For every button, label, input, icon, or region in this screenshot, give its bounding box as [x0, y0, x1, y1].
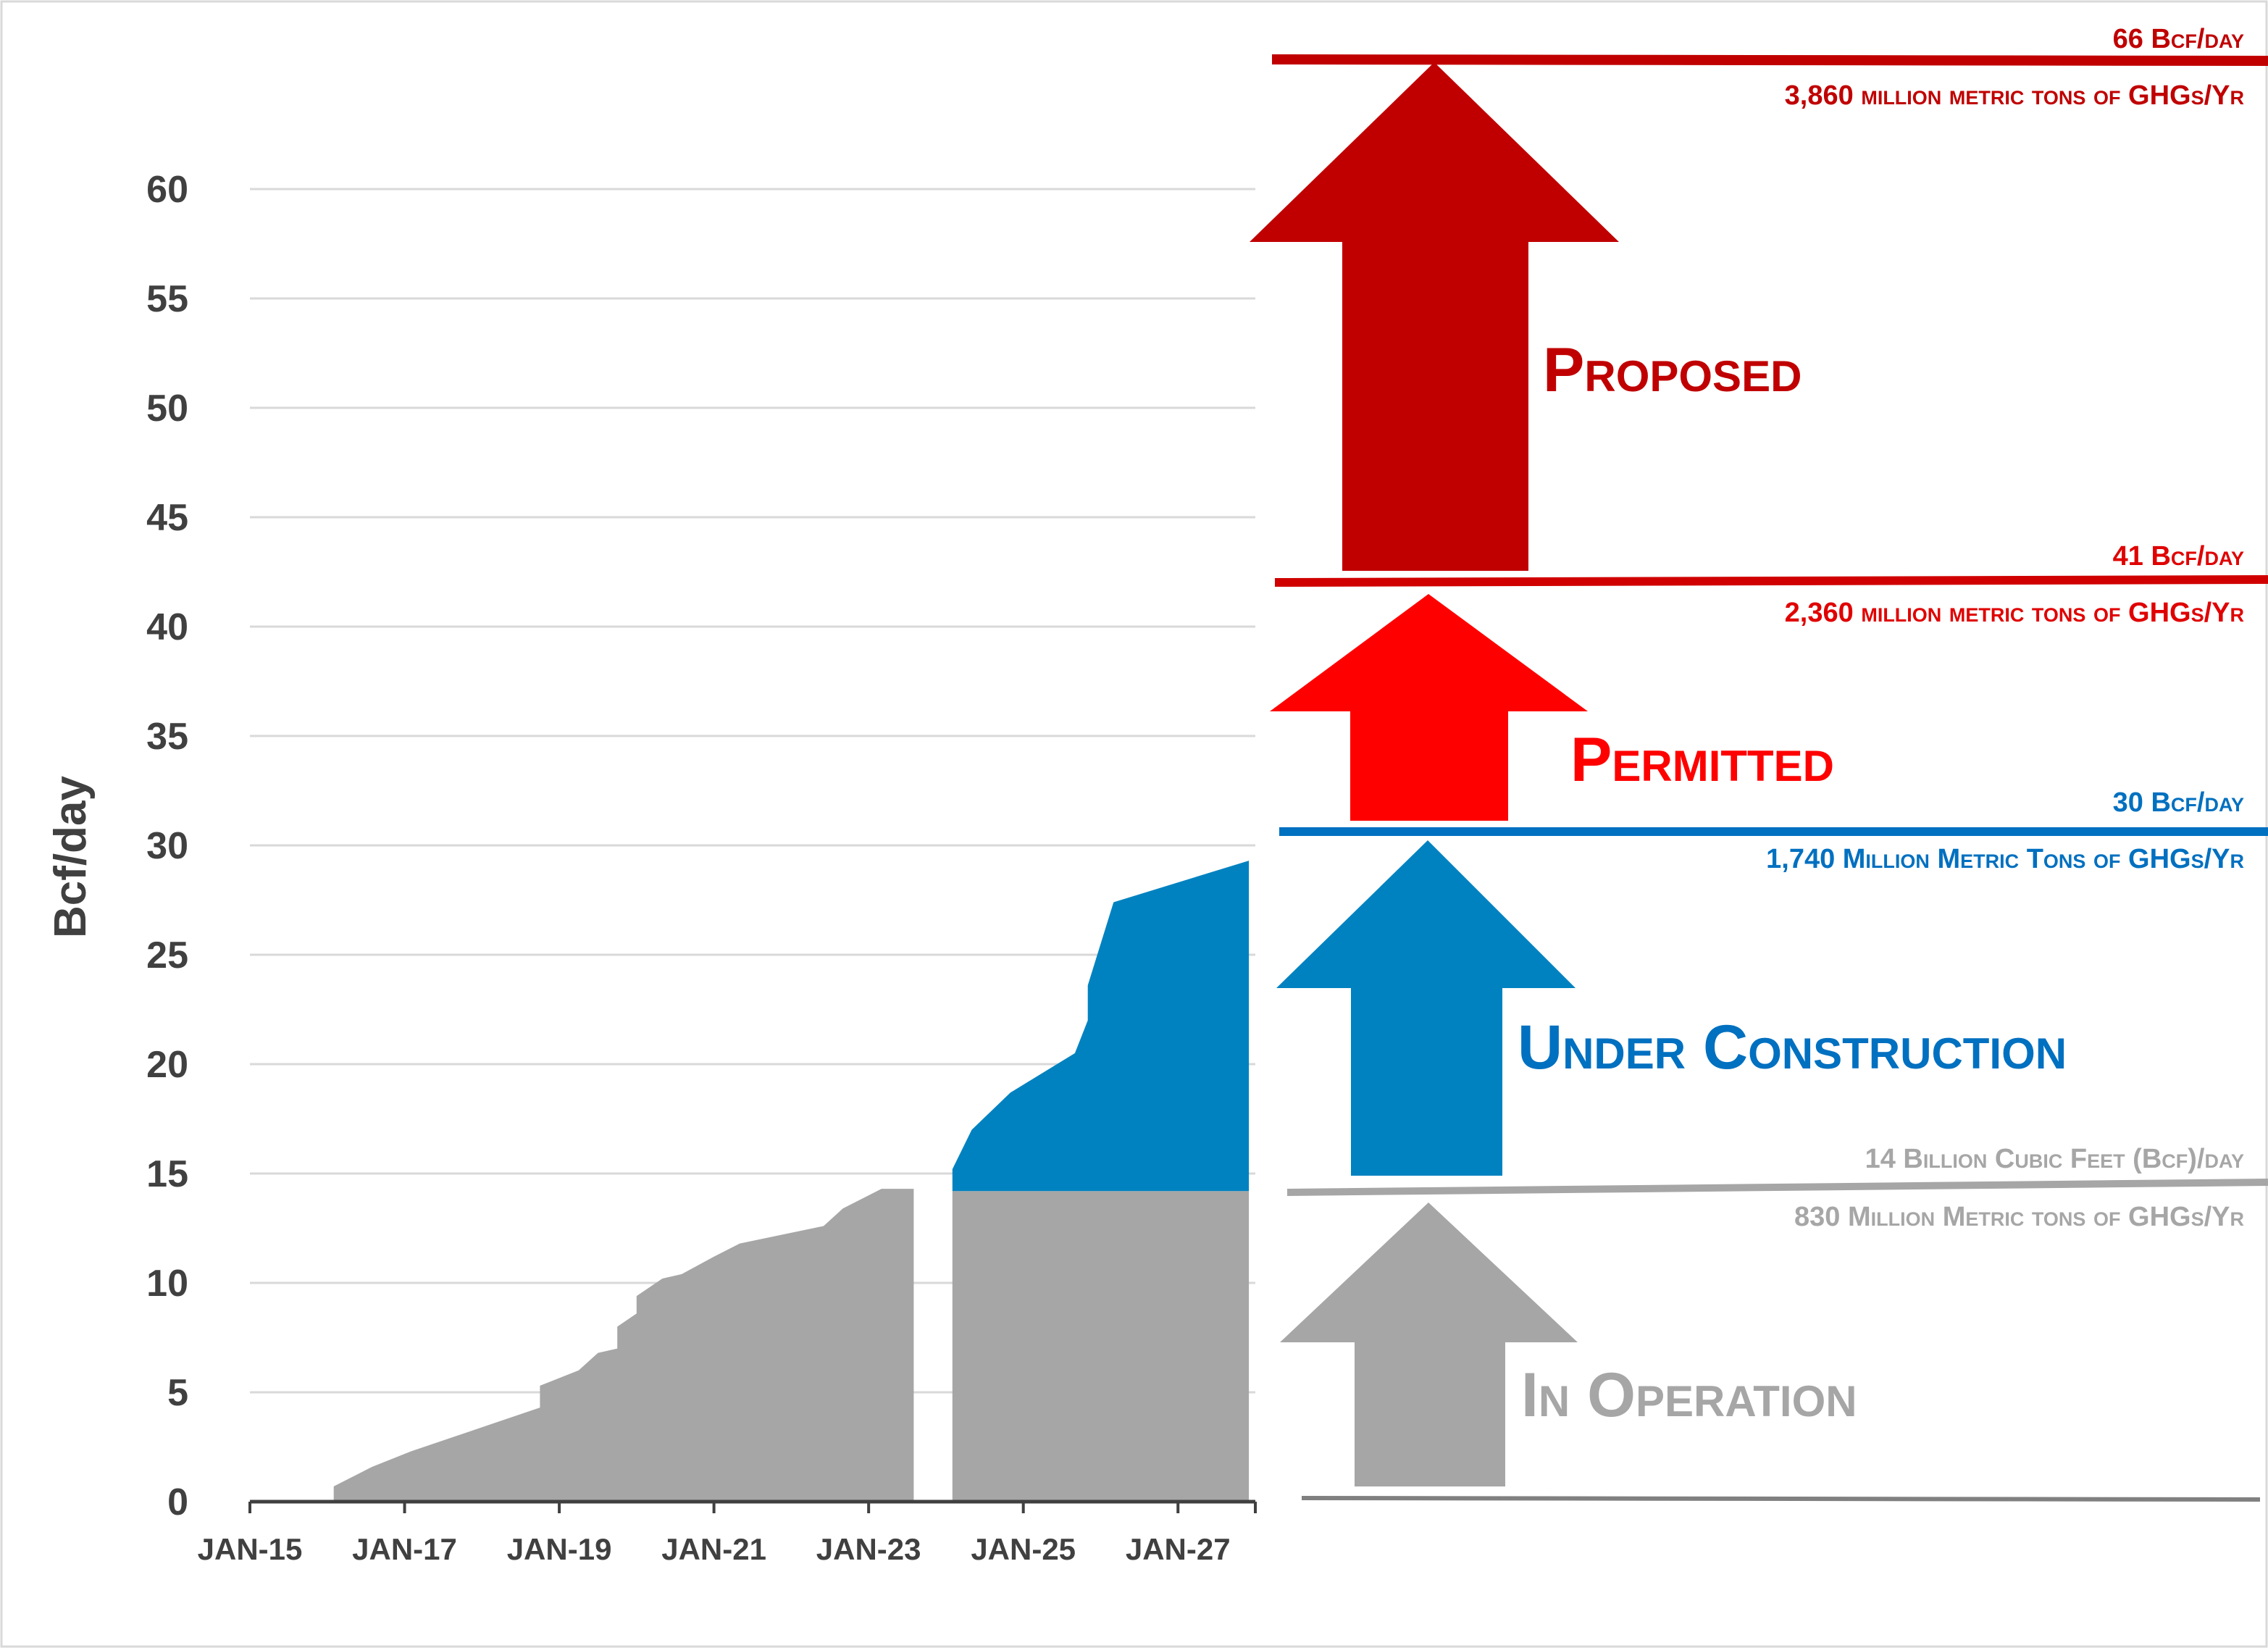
proposed-bcf-label: 66 Bcf/day	[2113, 24, 2244, 54]
y-tick-label: 50	[146, 388, 188, 430]
area-series	[333, 861, 1250, 1502]
stage-label-proposed: Proposed	[1543, 335, 1802, 405]
area-under-construction	[952, 861, 1250, 1192]
arrow-in-operation	[1280, 1202, 1578, 1486]
y-tick-label: 45	[146, 497, 188, 539]
y-tick-label: 5	[167, 1372, 188, 1414]
y-tick-label: 30	[146, 825, 188, 867]
axes	[248, 1499, 1257, 1513]
construction-bcf-label: 30 Bcf/day	[2113, 787, 2244, 818]
level-line-permitted	[1274, 575, 2268, 587]
arrow-under-construction	[1276, 840, 1576, 1176]
y-tick-label: 0	[167, 1481, 188, 1523]
y-tick-label: 10	[146, 1263, 188, 1305]
construction-ghg-label: 1,740 Million Metric Tons of GHGs/Yr	[1766, 844, 2244, 874]
x-tick-label: JAN-19	[507, 1532, 612, 1566]
x-tick-label: JAN-15	[198, 1532, 303, 1566]
arrow-proposed	[1250, 62, 1619, 571]
operation-bcf-label: 14 Billion Cubic Feet (Bcf)/day	[1865, 1144, 2244, 1174]
stage-label-permitted: Permitted	[1570, 725, 1834, 795]
level-lines	[1271, 54, 2268, 1502]
stage-arrows	[1250, 62, 1619, 1486]
x-tick-label: JAN-21	[661, 1532, 766, 1566]
level-line-proposed	[1271, 54, 2268, 66]
y-tick-label: 55	[146, 278, 188, 320]
level-line-operation	[1286, 1179, 2268, 1196]
x-tick-label: JAN-23	[816, 1532, 921, 1566]
arrow-permitted	[1270, 594, 1588, 821]
level-line-zero	[1301, 1496, 2261, 1502]
stage-label-under-construction: Under Construction	[1518, 1013, 2067, 1082]
y-tick-label: 15	[146, 1153, 188, 1195]
x-tick-label: JAN-17	[352, 1532, 457, 1566]
x-tick-label: JAN-25	[971, 1532, 1076, 1566]
permitted-bcf-label: 41 Bcf/day	[2113, 541, 2244, 572]
y-axis-label: Bcf/day	[46, 776, 96, 938]
y-tick-label: 35	[146, 716, 188, 758]
y-tick-label: 20	[146, 1044, 188, 1086]
x-tick-label: JAN-27	[1126, 1532, 1231, 1566]
proposed-ghg-label: 3,860 million metric tons of GHGs/Yr	[1785, 80, 2244, 111]
stage-label-in-operation: In Operation	[1521, 1360, 1857, 1430]
y-tick-labels: 0 5 10 15 20 25 30 35 40 45 50 55 60	[146, 169, 188, 1523]
permitted-ghg-label: 2,360 million metric tons of GHGs/Yr	[1785, 598, 2244, 628]
y-tick-label: 40	[146, 606, 188, 648]
area-operation-history	[333, 1189, 914, 1502]
x-tick-labels: JAN-15 JAN-17 JAN-19 JAN-21 JAN-23 JAN-25 JAN-…	[198, 1532, 1231, 1566]
area-operation-projection	[952, 1191, 1250, 1502]
operation-ghg-label: 830 Million Metric tons of GHGs/Yr	[1794, 1202, 2244, 1232]
y-tick-label: 25	[146, 934, 188, 976]
y-tick-label: 60	[146, 169, 188, 211]
